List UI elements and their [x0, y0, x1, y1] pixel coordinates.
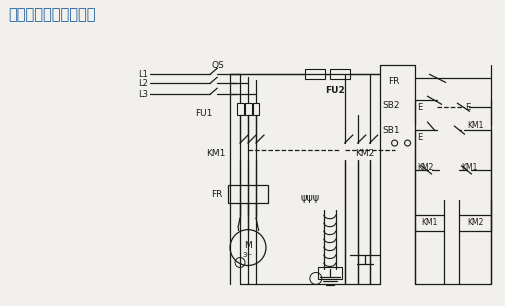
Text: E: E — [416, 103, 421, 112]
Text: 3~: 3~ — [242, 252, 252, 258]
Bar — [317, 267, 341, 279]
Text: KM1: KM1 — [206, 148, 225, 158]
Text: L3: L3 — [138, 90, 148, 99]
Bar — [252, 103, 259, 115]
Text: L1: L1 — [138, 70, 148, 79]
Text: E: E — [464, 103, 469, 112]
Text: E: E — [416, 132, 421, 142]
Text: L2: L2 — [138, 79, 148, 88]
Text: FU1: FU1 — [194, 109, 212, 118]
Text: QS: QS — [211, 61, 224, 70]
Text: KM1: KM1 — [421, 218, 437, 227]
Text: KM2: KM2 — [466, 218, 483, 227]
Bar — [414, 215, 443, 231]
Text: KM2: KM2 — [417, 163, 433, 173]
Text: FU2: FU2 — [324, 86, 344, 95]
Bar — [329, 69, 349, 79]
Text: FR: FR — [387, 77, 399, 86]
Bar — [459, 215, 490, 231]
Text: 电磁抱闸通电制动接线: 电磁抱闸通电制动接线 — [9, 7, 96, 22]
Text: SB1: SB1 — [381, 125, 399, 135]
Text: KM1: KM1 — [461, 163, 477, 173]
Text: FR: FR — [210, 190, 222, 199]
Bar — [304, 69, 324, 79]
Text: ψψψ: ψψψ — [299, 193, 319, 203]
Text: SB2: SB2 — [381, 101, 399, 110]
Text: KM1: KM1 — [467, 121, 483, 130]
Text: M: M — [243, 241, 251, 250]
Bar — [228, 185, 268, 203]
Bar — [236, 103, 243, 115]
Text: KM2: KM2 — [354, 148, 373, 158]
Bar — [244, 103, 251, 115]
